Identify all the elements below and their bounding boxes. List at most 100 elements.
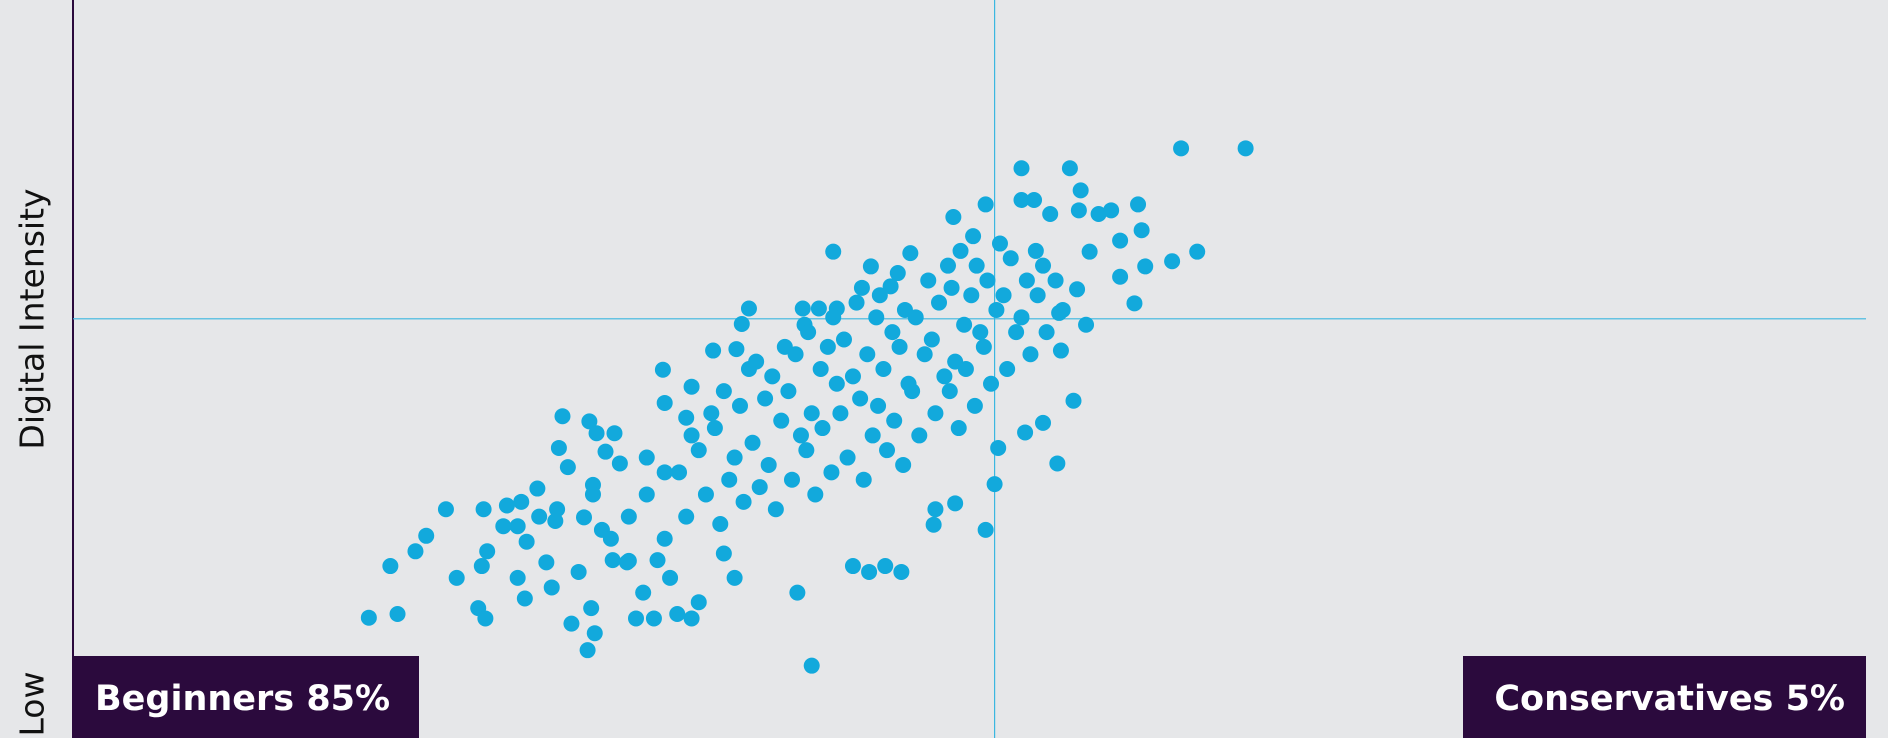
- point: [1065, 392, 1082, 409]
- point: [649, 552, 666, 569]
- point: [498, 497, 515, 514]
- point: [891, 338, 908, 355]
- point: [977, 196, 994, 213]
- point: [740, 300, 757, 317]
- point: [1133, 222, 1150, 239]
- point: [563, 615, 580, 632]
- point: [726, 449, 743, 466]
- point: [1072, 182, 1089, 199]
- point: [803, 405, 820, 422]
- point: [950, 420, 967, 437]
- point: [728, 341, 745, 358]
- point: [995, 287, 1012, 304]
- point: [798, 442, 815, 459]
- point: [877, 558, 894, 575]
- point: [957, 361, 974, 377]
- point: [1137, 258, 1154, 275]
- point: [475, 501, 492, 518]
- point: [550, 439, 567, 456]
- point: [628, 610, 645, 627]
- point: [597, 443, 614, 460]
- point: [1008, 324, 1025, 341]
- point: [576, 509, 593, 526]
- point: [516, 590, 533, 607]
- point: [884, 324, 901, 341]
- point: [645, 610, 662, 627]
- point: [1013, 160, 1030, 177]
- point: [1022, 346, 1039, 363]
- point: [656, 394, 673, 411]
- point: [886, 412, 903, 429]
- point: [956, 316, 973, 333]
- point: [1035, 257, 1052, 274]
- point: [1081, 243, 1098, 260]
- point: [844, 558, 861, 575]
- point: [972, 324, 989, 341]
- point: [927, 501, 944, 518]
- point: [683, 378, 700, 395]
- point: [513, 493, 530, 510]
- point: [703, 405, 720, 422]
- point: [690, 442, 707, 459]
- point: [787, 346, 804, 363]
- point: [1078, 316, 1095, 333]
- point: [1042, 206, 1059, 223]
- quadrant-box: [1463, 656, 1866, 738]
- points: [73, 0, 1866, 738]
- point: [538, 554, 555, 571]
- point: [835, 331, 852, 348]
- point: [920, 272, 937, 289]
- point: [620, 552, 637, 569]
- point: [939, 257, 956, 274]
- point: [735, 493, 752, 510]
- point: [1126, 295, 1143, 312]
- point: [773, 412, 790, 429]
- point: [671, 464, 688, 481]
- point: [1013, 309, 1030, 326]
- point: [1130, 196, 1147, 213]
- point: [407, 543, 424, 560]
- point: [602, 530, 619, 547]
- point: [559, 459, 576, 476]
- point: [721, 471, 738, 488]
- point: [975, 338, 992, 355]
- point: [907, 309, 924, 326]
- point: [479, 543, 496, 560]
- point: [1164, 253, 1181, 270]
- y-axis-label: Digital Intensity: [13, 188, 52, 449]
- point: [832, 405, 849, 422]
- point: [588, 425, 605, 442]
- point: [794, 300, 811, 317]
- point: [547, 513, 564, 530]
- y-low-label: Low: [13, 672, 52, 737]
- point: [947, 495, 964, 512]
- point: [697, 486, 714, 503]
- point: [859, 346, 876, 363]
- point: [1026, 191, 1043, 208]
- point: [783, 471, 800, 488]
- point: [1112, 232, 1129, 249]
- point: [999, 361, 1016, 377]
- point: [879, 442, 896, 459]
- point: [864, 427, 881, 444]
- point: [611, 455, 628, 472]
- point: [814, 420, 831, 437]
- point: [606, 425, 623, 442]
- point: [751, 479, 768, 496]
- point: [927, 405, 944, 422]
- point: [549, 501, 566, 518]
- point: [828, 375, 845, 392]
- point: [690, 594, 707, 611]
- point: [389, 606, 406, 623]
- point: [1029, 287, 1046, 304]
- point: [1189, 243, 1206, 260]
- point: [1047, 272, 1064, 289]
- point: [715, 545, 732, 562]
- point: [789, 584, 806, 601]
- point: [1035, 414, 1052, 431]
- point: [604, 552, 621, 569]
- point: [418, 527, 435, 544]
- point: [871, 287, 888, 304]
- point: [656, 530, 673, 547]
